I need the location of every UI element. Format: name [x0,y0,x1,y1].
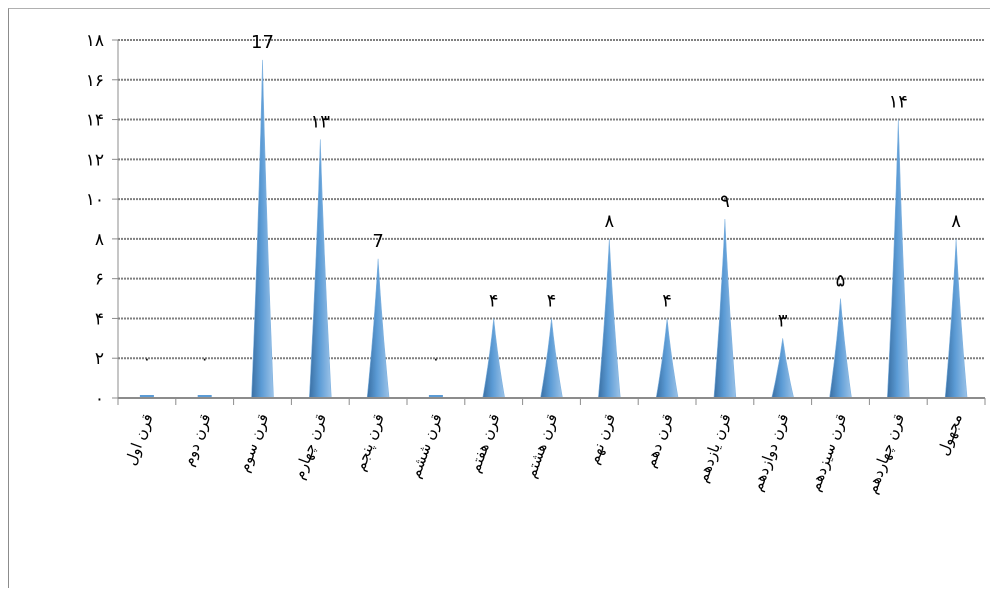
y-tick-label: ٨ [95,230,104,250]
x-category-label: قرن چهاردهم [862,411,908,496]
data-label: ١٣ [311,111,331,132]
bar [308,139,332,399]
bar [713,218,737,399]
y-tick-label: ١٨ [86,31,104,51]
y-tick-label: ۴ [95,309,104,329]
bars [139,59,968,399]
x-category-label: قرن دوازدهم [748,411,793,493]
data-label: ۵ [836,271,846,292]
chart-frame [8,8,990,588]
bar [829,298,852,399]
y-tick-label: ١٢ [86,150,104,170]
y-tick-label: ٠ [95,389,104,409]
bar [540,318,563,399]
x-category-label: قرن دوم [179,411,215,468]
x-category-label: قرن سوم [235,411,273,474]
data-label: ۴ [662,290,672,311]
x-category-label: قرن سیزدهم [806,411,851,493]
bar [139,395,154,398]
x-category-label: قرن چهارم [290,411,330,482]
x-category-label: قرن نهم [584,411,619,466]
x-category-label: قرن ششم [406,411,446,480]
bar [366,258,390,399]
bar [886,119,910,399]
data-label: ٠ [143,350,151,368]
y-tick-label: ۶ [95,270,104,290]
bar [482,318,506,399]
data-label: ٠ [201,350,209,368]
data-label: ۴ [547,290,557,311]
bar [771,338,795,399]
bar [597,238,621,399]
labels: ٠ ٢ ۴ ۶ ٨ ١٠ ١٢ ١۴ ١۶ ١٨ ٠ ٠ 17 ١٣ 7 ٠ ۴ ۴ ٨ ۴ ٩ ٣ ۵ ١۴ ٨ قرن اول… [86,31,966,496]
data-label: ٨ [604,211,614,232]
bar [197,395,212,398]
data-label: ٩ [720,191,730,212]
x-category-label: قرن پنجم [351,411,389,474]
y-tick-label: ١۴ [86,111,104,131]
data-label: ٠ [432,350,440,368]
x-category-label: قرن اول [121,411,156,467]
data-label: ١۴ [889,92,908,113]
bar [944,238,968,399]
data-label: 17 [251,32,274,53]
x-category-label: قرن یازدهم [693,411,734,485]
data-label: ۴ [489,290,499,311]
bar [428,395,443,398]
y-tick-label: ١٠ [86,190,104,210]
y-tick-label: ١۶ [86,71,104,91]
bar [251,59,274,399]
x-category-label: قرن هفتم [466,411,504,475]
data-label: 7 [372,231,383,252]
y-tick-label: ٢ [95,349,104,369]
axes [112,39,986,405]
bar [655,318,679,399]
data-label: ٣ [778,310,788,331]
x-category-label: قرن دهم [641,411,677,470]
x-category-label: قرن هشتم [521,411,561,480]
data-label: ٨ [951,211,961,232]
x-category-label: مجهول [934,411,966,458]
